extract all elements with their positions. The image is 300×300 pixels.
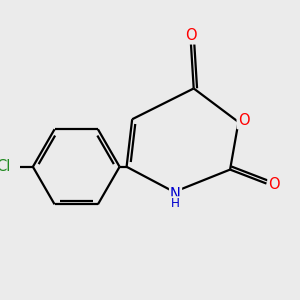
Text: Cl: Cl — [0, 159, 11, 174]
Text: O: O — [238, 113, 249, 128]
Text: H: H — [171, 197, 180, 210]
Text: N: N — [170, 187, 181, 202]
Text: O: O — [268, 178, 280, 193]
Text: O: O — [185, 28, 197, 44]
